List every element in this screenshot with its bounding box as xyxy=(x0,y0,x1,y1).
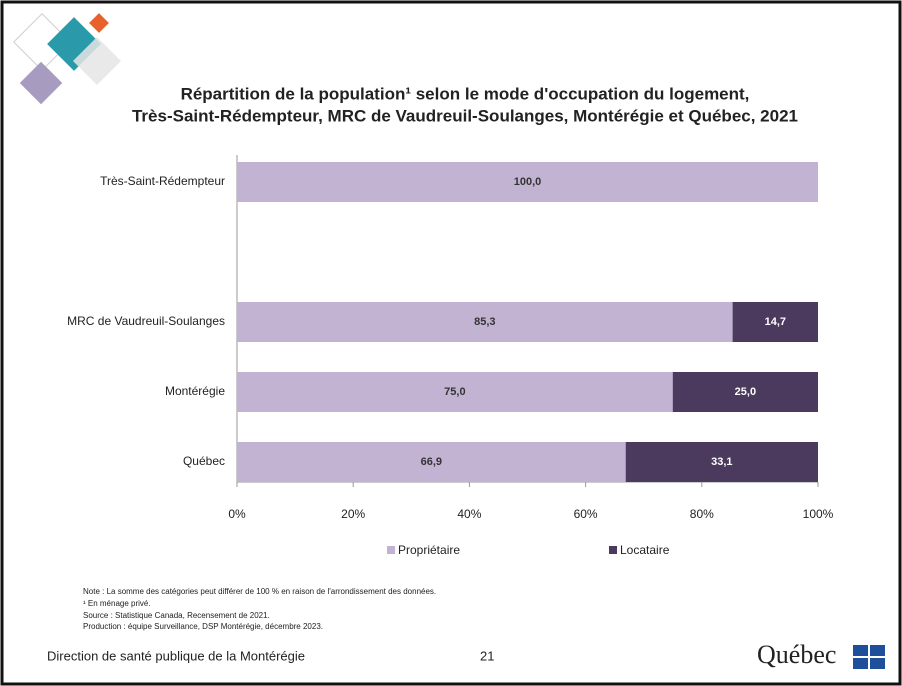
value-label: 33,1 xyxy=(711,456,732,468)
value-label: 85,3 xyxy=(474,316,495,328)
logo-flag xyxy=(853,645,885,669)
note: Source : Statistique Canada, Recensement… xyxy=(83,611,270,620)
chart-title: Répartition de la population¹ selon le m… xyxy=(181,84,750,103)
slide-frame xyxy=(2,2,900,684)
y-tick-label: Très-Saint-Rédempteur xyxy=(100,174,225,188)
logo: Québec xyxy=(757,640,836,669)
value-label: 75,0 xyxy=(444,386,465,398)
note: ¹ En ménage privé. xyxy=(83,599,151,608)
x-tick-label: 20% xyxy=(341,507,365,521)
legend-swatch xyxy=(387,546,395,554)
x-tick-label: 60% xyxy=(574,507,598,521)
y-tick-label: MRC de Vaudreuil-Soulanges xyxy=(67,314,225,328)
page-number: 21 xyxy=(480,648,494,663)
legend-label: Locataire xyxy=(620,543,670,557)
value-label: 66,9 xyxy=(421,456,442,468)
value-label: 100,0 xyxy=(514,176,542,188)
slide: Répartition de la population¹ selon le m… xyxy=(0,0,902,686)
chart-title: Très-Saint-Rédempteur, MRC de Vaudreuil-… xyxy=(132,106,798,125)
footer-organization: Direction de santé publique de la Montér… xyxy=(47,648,305,663)
legend-swatch xyxy=(609,546,617,554)
x-tick-label: 80% xyxy=(690,507,714,521)
note: Note : La somme des catégories peut diff… xyxy=(83,587,436,596)
x-tick-label: 100% xyxy=(803,507,834,521)
y-tick-label: Montérégie xyxy=(165,384,225,398)
x-tick-label: 40% xyxy=(457,507,481,521)
value-label: 14,7 xyxy=(765,316,786,328)
y-tick-label: Québec xyxy=(183,454,225,468)
x-tick-label: 0% xyxy=(228,507,246,521)
value-label: 25,0 xyxy=(735,386,756,398)
note: Production : équipe Surveillance, DSP Mo… xyxy=(83,622,323,631)
legend-label: Propriétaire xyxy=(398,543,460,557)
